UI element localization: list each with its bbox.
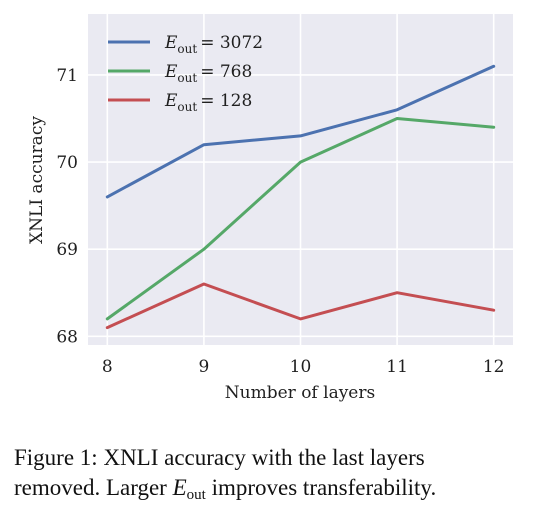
series-line-2 bbox=[105, 282, 496, 330]
caption-text-2a: removed. Larger bbox=[14, 475, 173, 500]
y-axis-label: XNLI accuracy bbox=[27, 116, 47, 244]
legend-sub: out bbox=[177, 100, 197, 114]
chart: 8 9 10 11 12 68 69 70 71 Number of layers XNLI a… bbox=[27, 14, 513, 403]
legend-label-0: Eout = 3072 bbox=[164, 33, 263, 56]
x-tick-label: 8 bbox=[102, 357, 113, 377]
legend-var: E bbox=[164, 33, 178, 53]
figure-caption: Figure 1: XNLI accuracy with the last la… bbox=[14, 443, 530, 503]
legend-var: E bbox=[164, 91, 178, 111]
legend-value: = 3072 bbox=[200, 33, 263, 53]
grid bbox=[88, 14, 513, 345]
legend-label-2: Eout = 128 bbox=[164, 91, 252, 114]
caption-var: E bbox=[172, 475, 187, 500]
tick-labels: 8 9 10 11 12 68 69 70 71 bbox=[56, 66, 504, 377]
x-tick-label: 12 bbox=[483, 357, 505, 377]
legend-sub: out bbox=[177, 42, 197, 56]
caption-prefix: Figure 1: bbox=[14, 445, 98, 470]
x-axis-label: Number of layers bbox=[225, 383, 375, 403]
caption-text-1: XNLI accuracy with the last layers bbox=[97, 445, 425, 470]
x-tick-label: 9 bbox=[198, 357, 209, 377]
series-lines bbox=[105, 64, 496, 330]
series-line-0 bbox=[105, 64, 496, 199]
y-tick-label: 70 bbox=[56, 153, 78, 173]
x-tick-label: 11 bbox=[386, 357, 408, 377]
caption-sub: out bbox=[186, 487, 206, 503]
y-tick-label: 71 bbox=[56, 66, 78, 86]
legend-label-1: Eout = 768 bbox=[164, 62, 252, 85]
legend-value: = 768 bbox=[200, 62, 252, 82]
y-tick-label: 69 bbox=[56, 240, 78, 260]
y-tick-label: 68 bbox=[56, 327, 78, 347]
caption-line-2: removed. Larger Eout improves transferab… bbox=[14, 473, 530, 503]
caption-line-1: Figure 1: XNLI accuracy with the last la… bbox=[14, 443, 530, 473]
caption-text-2b: improves transferability. bbox=[205, 475, 437, 500]
legend-sub: out bbox=[177, 71, 197, 85]
legend-value: = 128 bbox=[200, 91, 252, 111]
series-line-1 bbox=[105, 117, 496, 321]
legend-var: E bbox=[164, 62, 178, 82]
x-tick-label: 10 bbox=[290, 357, 312, 377]
